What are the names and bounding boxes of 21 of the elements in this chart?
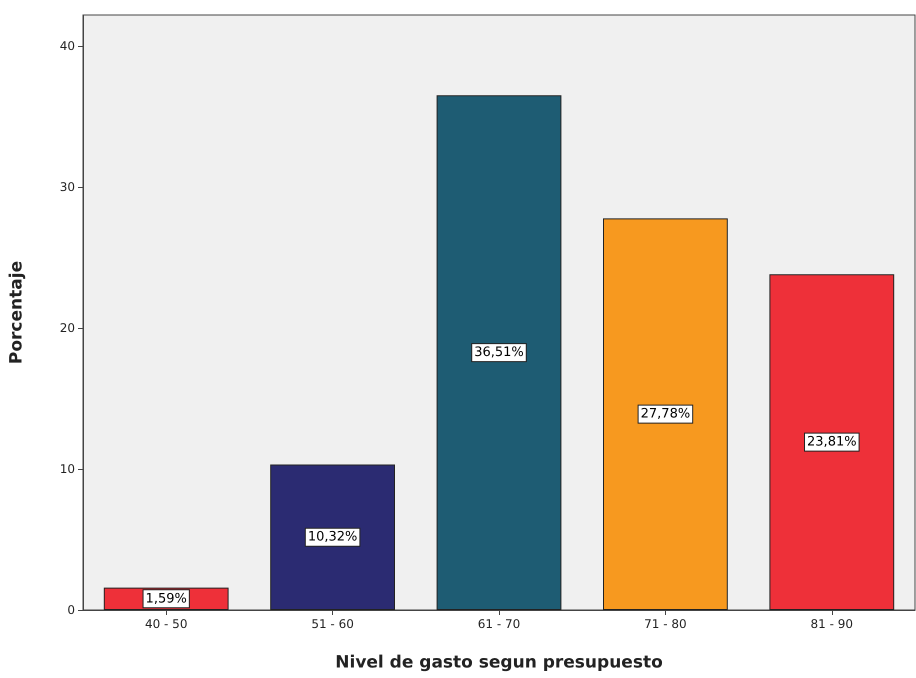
bar — [270, 464, 395, 610]
bar — [769, 274, 894, 610]
data-label: 23,81% — [807, 434, 857, 450]
x-tick-label: 71 - 80 — [644, 617, 687, 631]
x-tick-label: 81 - 90 — [810, 617, 854, 631]
x-tick-label: 61 - 70 — [478, 617, 520, 631]
y-tick-label: 10 — [60, 462, 75, 476]
x-tick-label: 40 - 50 — [144, 617, 188, 631]
y-tick-label: 40 — [60, 39, 75, 54]
data-label: 36,51% — [474, 345, 524, 360]
x-tick-label: 51 - 60 — [311, 617, 354, 631]
data-label: 1,59% — [146, 591, 187, 606]
bar — [436, 95, 562, 610]
y-tick-label: 20 — [60, 321, 75, 336]
bar — [603, 218, 728, 610]
y-axis-title: Porcentaje — [6, 260, 26, 364]
x-axis-title: Nivel de gasto segun presupuesto — [335, 652, 663, 672]
y-tick-label: 0 — [67, 603, 75, 617]
data-label: 27,78% — [640, 406, 690, 422]
data-label: 10,32% — [308, 530, 358, 545]
y-tick-label: 30 — [60, 180, 75, 194]
